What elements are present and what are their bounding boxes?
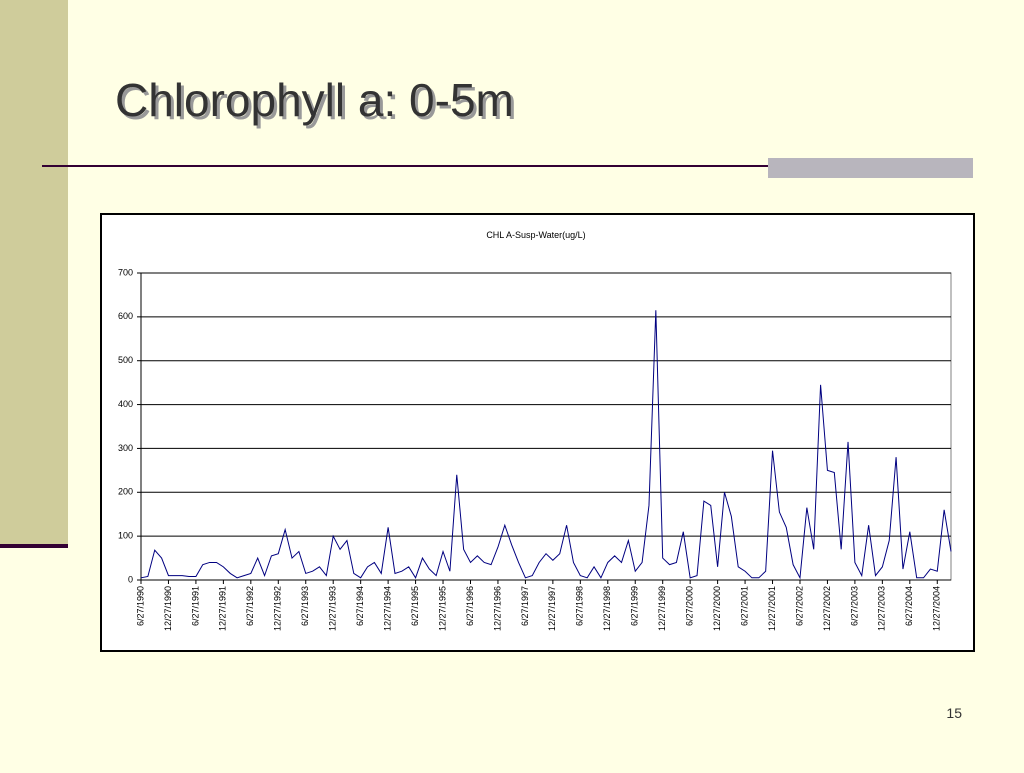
x-tick-label: 12/27/1993 xyxy=(328,586,338,631)
x-tick-label: 12/27/1996 xyxy=(492,586,502,631)
y-tick-label: 600 xyxy=(118,311,133,321)
title-rule xyxy=(42,165,973,167)
y-tick-label: 100 xyxy=(118,531,133,541)
x-tick-label: 12/27/2004 xyxy=(932,586,942,631)
x-tick-label: 12/27/1997 xyxy=(547,586,557,631)
x-tick-label: 6/27/2000 xyxy=(685,586,695,626)
x-tick-label: 6/27/1994 xyxy=(355,586,365,626)
x-tick-label: 6/27/2001 xyxy=(739,586,749,626)
side-band-edge xyxy=(0,544,68,548)
y-tick-label: 0 xyxy=(128,574,133,584)
x-tick-label: 12/27/2002 xyxy=(822,586,832,631)
x-tick-label: 12/27/1990 xyxy=(163,586,173,631)
x-tick-label: 12/27/1991 xyxy=(218,586,228,631)
x-tick-label: 6/27/1995 xyxy=(410,586,420,626)
x-tick-label: 6/27/1991 xyxy=(190,586,200,626)
x-tick-label: 12/27/1998 xyxy=(602,586,612,631)
y-tick-label: 300 xyxy=(118,443,133,453)
slide-title: Chlorophyll a: 0-5m xyxy=(115,74,514,126)
plot-area xyxy=(140,272,952,581)
x-tick-label: 12/27/2001 xyxy=(767,586,777,631)
x-tick-label: 12/27/2000 xyxy=(712,586,722,631)
x-tick-label: 6/27/1998 xyxy=(575,586,585,626)
slide-title-shadow: Chlorophyll a: 0-5m xyxy=(118,77,517,129)
y-tick-label: 200 xyxy=(118,487,133,497)
x-tick-label: 6/27/1992 xyxy=(245,586,255,626)
rule-accent xyxy=(768,158,973,178)
x-tick-label: 12/27/1992 xyxy=(273,586,283,631)
x-tick-label: 6/27/1999 xyxy=(630,586,640,626)
x-tick-label: 12/27/1995 xyxy=(437,586,447,631)
y-tick-label: 500 xyxy=(118,355,133,365)
x-tick-label: 6/27/1997 xyxy=(520,586,530,626)
side-band xyxy=(0,0,68,545)
x-tick-label: 6/27/1990 xyxy=(135,586,145,626)
plot: 0 100 200 300 400 500 600 700 6/27/1990 12/27/199… xyxy=(118,267,952,631)
y-tick-label: 700 xyxy=(118,267,133,277)
y-tick-label: 400 xyxy=(118,399,133,409)
x-tick-label: 12/27/2003 xyxy=(877,586,887,631)
x-tick-label: 12/27/1994 xyxy=(382,586,392,631)
chart-title: CHL A-Susp-Water(ug/L) xyxy=(486,230,585,240)
x-tick-label: 6/27/1996 xyxy=(465,586,475,626)
x-tick-label: 6/27/1993 xyxy=(300,586,310,626)
x-tick-label: 6/27/2002 xyxy=(794,586,804,626)
x-tick-label: 6/27/2004 xyxy=(904,586,914,626)
x-tick-label: 6/27/2003 xyxy=(849,586,859,626)
data-line xyxy=(140,310,952,580)
page-number: 15 xyxy=(946,705,962,721)
x-tick-label: 12/27/1999 xyxy=(657,586,667,631)
